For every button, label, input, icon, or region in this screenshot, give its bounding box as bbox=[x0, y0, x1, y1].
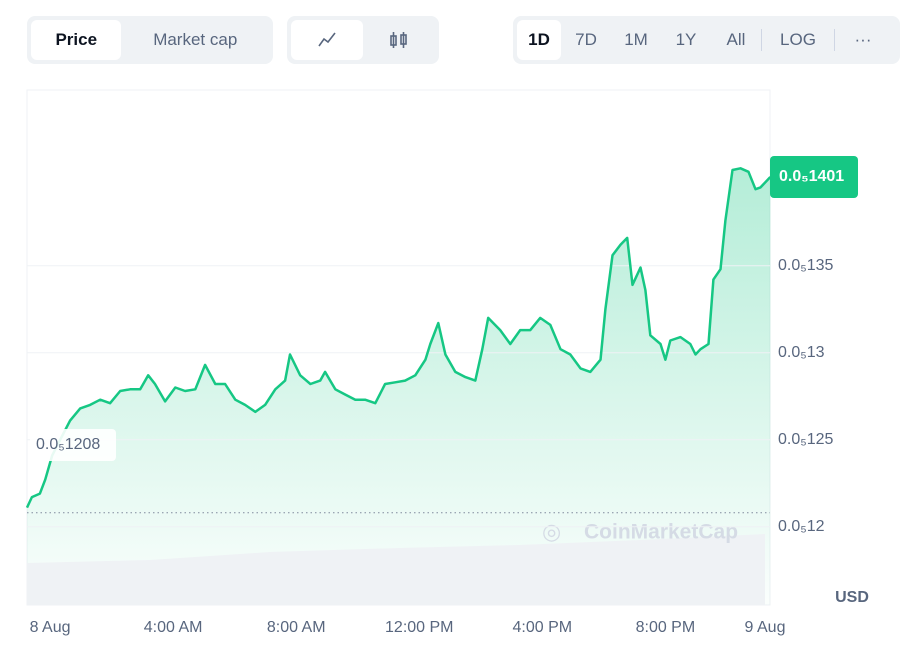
y-tick-label: 0.0₅135 bbox=[778, 257, 833, 274]
price-line bbox=[25, 167, 772, 509]
volume-area bbox=[27, 534, 765, 605]
x-tick-label: 9 Aug bbox=[745, 619, 786, 636]
x-tick-label: 4:00 PM bbox=[513, 619, 573, 636]
range-button[interactable]: 7D bbox=[575, 30, 597, 49]
range-button[interactable]: 1Y bbox=[675, 30, 697, 49]
price-button[interactable]: Price bbox=[31, 20, 122, 60]
candle-chart-button[interactable] bbox=[363, 20, 435, 60]
x-tick-label: 12:00 PM bbox=[385, 619, 453, 636]
range-toolbar: 1D 7D 1M 1Y All LOG ··· bbox=[513, 16, 900, 64]
more-button[interactable]: ··· bbox=[854, 30, 872, 49]
y-tick-label: 0.0₅125 bbox=[778, 431, 833, 448]
range-button[interactable]: All bbox=[726, 30, 746, 49]
range-button[interactable]: 1D bbox=[517, 20, 561, 60]
x-tick-label: 8:00 AM bbox=[267, 619, 326, 636]
metric-toggle: Price Market cap bbox=[27, 16, 273, 64]
current-price-label: 0.0₅1401 bbox=[779, 168, 844, 185]
line-chart-button[interactable] bbox=[291, 20, 363, 60]
y-tick-label: 0.0₅12 bbox=[778, 518, 825, 535]
watermark: ◎ bbox=[542, 519, 561, 544]
x-tick-label: 8:00 PM bbox=[636, 619, 696, 636]
currency-label: USD bbox=[835, 589, 869, 606]
line-icon bbox=[318, 32, 336, 47]
log-button[interactable]: LOG bbox=[780, 30, 816, 49]
candle-icon bbox=[390, 32, 407, 48]
watermark-text: CoinMarketCap bbox=[584, 521, 738, 544]
separator bbox=[761, 29, 762, 51]
chart-style-toggle bbox=[287, 16, 439, 64]
x-tick-label: 4:00 AM bbox=[144, 619, 203, 636]
x-tick-label: 8 Aug bbox=[30, 619, 71, 636]
market-cap-button[interactable]: Market cap bbox=[153, 30, 238, 49]
open-price-label: 0.0₅1208 bbox=[36, 436, 100, 453]
y-tick-label: 0.0₅13 bbox=[778, 344, 825, 361]
separator bbox=[834, 29, 835, 51]
price-area bbox=[27, 168, 771, 606]
open-price-badge bbox=[30, 429, 116, 461]
current-price-badge bbox=[770, 155, 858, 198]
range-button[interactable]: 1M bbox=[624, 30, 648, 49]
